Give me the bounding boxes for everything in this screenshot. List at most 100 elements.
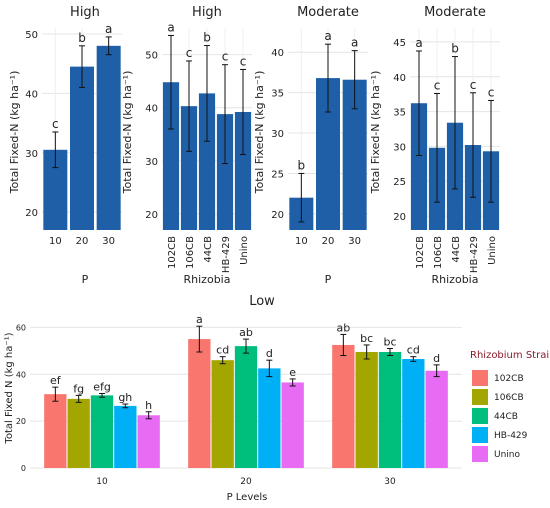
y-tick-label: 60	[16, 323, 26, 332]
x-tick-label: 30	[348, 236, 361, 247]
significance-letter: e	[289, 366, 296, 379]
y-tick-label: 0	[21, 464, 26, 473]
legend-swatch	[472, 427, 488, 443]
x-tick-label: 102CB	[415, 236, 426, 269]
y-tick-label: 20	[16, 417, 26, 426]
panel-1: 20 30 40 50 c 10 b 20 a 30	[25, 22, 122, 247]
bar	[410, 103, 428, 230]
panel3-ylabel: Total Fixed-N (kg ha⁻¹)	[253, 71, 266, 195]
bar	[198, 93, 216, 230]
panel5-xlabel: P Levels	[227, 492, 268, 503]
bar	[378, 351, 402, 468]
significance-letter: efg	[93, 380, 111, 393]
x-tick-label: 106CB	[185, 236, 196, 269]
x-tick-label: 44CB	[451, 236, 462, 263]
y-tick-label: 20	[271, 210, 284, 221]
panel2-xlabel: Rhizobia	[184, 273, 231, 286]
x-tick-label: 20	[76, 236, 89, 247]
bar	[355, 351, 378, 468]
legend-label: HB-429	[494, 431, 528, 441]
x-tick-label: HB-429	[469, 236, 480, 273]
bar	[211, 360, 234, 468]
significance-letter: b	[298, 158, 306, 172]
panel5-ylabel: Total Fixed N (kg ha⁻¹)	[4, 332, 15, 444]
panel4-ylabel: Total Fixed-N (kg ha⁻¹)	[369, 71, 382, 195]
y-tick-label: 40	[393, 73, 406, 84]
significance-letter: c	[434, 78, 441, 92]
bar	[281, 382, 304, 468]
panel1-ylabel: Total Fixed-N (kg ha⁻¹)	[8, 71, 21, 195]
y-tick-label: 40	[25, 89, 38, 100]
bar	[162, 82, 180, 230]
bar	[332, 344, 355, 468]
significance-letter: b	[203, 31, 211, 45]
y-tick-label: 45	[393, 38, 406, 49]
significance-letter: c	[52, 117, 59, 131]
significance-letter: c	[488, 85, 495, 99]
legend-swatch	[472, 446, 488, 462]
significance-letter: ab	[336, 321, 350, 334]
significance-letter: a	[351, 36, 358, 50]
significance-letter: c	[240, 54, 247, 68]
y-tick-label: 50	[145, 51, 158, 62]
significance-letter: a	[167, 20, 174, 34]
legend-swatch	[472, 370, 488, 386]
panel3-xlabel: P	[325, 273, 332, 286]
bar	[114, 405, 137, 468]
legend-label: 102CB	[494, 374, 524, 384]
x-tick-label: HB-429	[221, 236, 232, 273]
bar	[402, 359, 425, 468]
bar	[234, 111, 252, 230]
legend-label: 44CB	[494, 412, 518, 422]
bar	[44, 394, 67, 468]
panel4-xlabel: Rhizobia	[432, 273, 479, 286]
legend-label: Unino	[494, 450, 520, 460]
y-tick-label: 35	[271, 89, 284, 100]
x-tick-label: 30	[102, 236, 115, 247]
y-tick-label: 20	[25, 208, 38, 219]
significance-letter: ab	[239, 326, 253, 339]
legend-label: 106CB	[494, 393, 524, 403]
significance-letter: cd	[216, 344, 229, 357]
legend-swatch	[472, 389, 488, 405]
legend-title: Rhizobium Strain	[470, 350, 550, 361]
bar	[43, 149, 68, 230]
significance-letter: bc	[360, 332, 373, 345]
y-tick-label: 30	[25, 149, 38, 160]
significance-letter: bc	[383, 335, 396, 348]
panel-3: 20 25 30 35 40 b 10 a 20 a 30	[271, 28, 368, 247]
y-tick-label: 30	[145, 157, 158, 168]
y-tick-label: 50	[25, 30, 38, 41]
significance-letter: c	[470, 78, 477, 92]
x-tick-label: 44CB	[203, 236, 214, 263]
bar	[67, 398, 90, 468]
bar	[180, 106, 198, 230]
y-tick-label: 40	[145, 104, 158, 115]
y-tick-label: 25	[393, 177, 406, 188]
y-tick-label: 20	[145, 210, 158, 221]
significance-letter: a	[324, 29, 331, 43]
y-tick-label: 30	[393, 142, 406, 153]
panel1-xlabel: P	[82, 273, 89, 286]
y-tick-label: 35	[393, 108, 406, 119]
panel3-title: Moderate	[297, 5, 359, 20]
significance-letter: a	[105, 22, 112, 36]
x-tick-label: 10	[49, 236, 62, 247]
x-tick-label: 20	[240, 477, 252, 487]
significance-letter: d	[266, 347, 273, 360]
x-tick-label: 106CB	[433, 236, 444, 269]
panel2-ylabel: Total Fixed-N (kg ha⁻¹)	[121, 71, 134, 195]
bar	[216, 114, 234, 230]
y-tick-label: 25	[271, 169, 284, 180]
significance-letter: a	[196, 313, 203, 326]
y-tick-label: 30	[271, 129, 284, 140]
x-tick-label: 10	[96, 477, 108, 487]
x-tick-label: Unino	[239, 236, 250, 265]
significance-letter: b	[78, 31, 86, 45]
significance-letter: c	[222, 50, 229, 64]
bar	[70, 66, 94, 230]
panel1-title: High	[70, 5, 100, 20]
significance-letter: gh	[118, 391, 132, 404]
bar	[425, 370, 448, 468]
y-tick-label: 40	[271, 48, 284, 59]
